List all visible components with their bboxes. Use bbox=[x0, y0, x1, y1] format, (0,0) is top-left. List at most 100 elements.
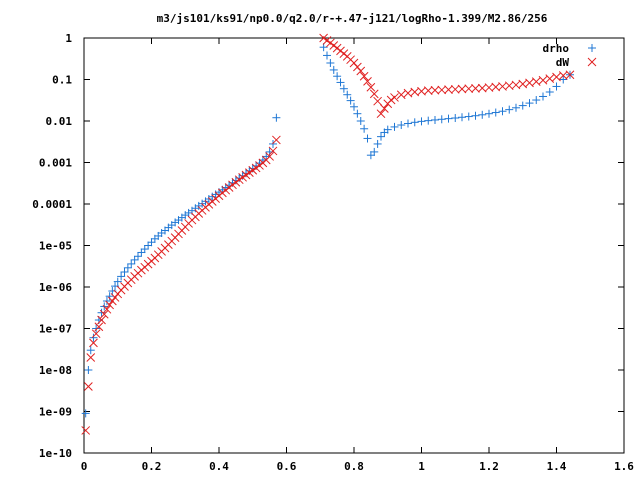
data-point bbox=[498, 107, 507, 116]
x-tick-label: 0.6 bbox=[277, 460, 297, 473]
data-point bbox=[123, 263, 132, 272]
data-point bbox=[110, 293, 120, 302]
data-point bbox=[431, 115, 439, 124]
data-point bbox=[525, 78, 534, 88]
series-dw bbox=[81, 33, 575, 435]
data-point bbox=[390, 122, 399, 131]
data-point bbox=[86, 346, 95, 355]
data-point bbox=[140, 245, 149, 254]
data-point bbox=[558, 71, 568, 80]
data-point bbox=[363, 134, 372, 143]
data-point bbox=[450, 84, 460, 94]
data-point bbox=[512, 103, 520, 112]
data-point bbox=[134, 252, 142, 261]
y-tick-label: 1e-10 bbox=[39, 447, 72, 460]
data-point bbox=[390, 93, 399, 102]
data-point bbox=[107, 296, 117, 306]
data-point bbox=[518, 101, 527, 110]
series-drho bbox=[81, 43, 574, 418]
data-point bbox=[105, 300, 115, 310]
y-tick-label: 1e-06 bbox=[39, 281, 72, 294]
legend-symbol bbox=[588, 44, 596, 52]
data-point bbox=[539, 92, 547, 101]
data-point bbox=[444, 114, 453, 123]
data-point bbox=[127, 259, 136, 268]
y-tick-label: 1e-08 bbox=[39, 364, 72, 377]
data-point bbox=[120, 267, 129, 276]
data-point bbox=[92, 324, 101, 333]
data-point bbox=[404, 119, 412, 128]
data-point bbox=[117, 272, 126, 281]
data-point bbox=[99, 309, 109, 319]
data-point bbox=[89, 338, 98, 348]
data-point bbox=[336, 78, 345, 87]
data-point bbox=[346, 96, 355, 105]
data-point bbox=[102, 296, 111, 305]
data-point bbox=[552, 72, 561, 82]
data-point bbox=[471, 84, 480, 93]
data-point bbox=[417, 117, 426, 126]
data-point bbox=[565, 70, 575, 80]
y-tick-label: 0.001 bbox=[39, 157, 72, 170]
data-point bbox=[430, 85, 440, 95]
data-point bbox=[491, 82, 501, 92]
legend: drho dW bbox=[543, 42, 597, 69]
data-point bbox=[86, 353, 96, 362]
y-tick-label: 1e-09 bbox=[39, 406, 72, 419]
legend-label-dw: dW bbox=[556, 56, 570, 69]
x-tick-label: 1.4 bbox=[547, 460, 567, 473]
data-point bbox=[478, 110, 487, 119]
data-point bbox=[326, 58, 335, 67]
data-point bbox=[366, 82, 376, 92]
data-point bbox=[144, 241, 153, 250]
data-point bbox=[339, 84, 348, 93]
data-point bbox=[353, 109, 362, 118]
y-tick-label: 1e-07 bbox=[39, 323, 72, 336]
data-point bbox=[484, 83, 494, 92]
data-point bbox=[505, 105, 514, 114]
chart-title: m3/js101/ks91/np0.0/q2.0/r-+.47-j121/log… bbox=[157, 12, 548, 25]
data-point bbox=[272, 113, 281, 122]
legend-marker-dw bbox=[587, 57, 597, 67]
data-point bbox=[373, 139, 382, 148]
data-point bbox=[545, 74, 555, 83]
data-point bbox=[525, 99, 534, 108]
x-tick-label: 1 bbox=[418, 460, 425, 473]
data-point bbox=[84, 382, 93, 391]
data-point bbox=[437, 85, 447, 95]
data-point bbox=[369, 89, 379, 99]
data-point bbox=[457, 84, 467, 94]
data-point bbox=[323, 51, 331, 60]
data-point bbox=[84, 366, 93, 374]
data-point bbox=[424, 116, 433, 125]
data-point bbox=[130, 255, 139, 264]
data-point bbox=[363, 77, 372, 86]
data-point bbox=[444, 85, 453, 94]
legend-marker-drho bbox=[588, 44, 596, 52]
data-point bbox=[471, 111, 480, 120]
y-tick-label: 1 bbox=[65, 32, 72, 45]
data-point bbox=[89, 333, 98, 342]
data-point bbox=[417, 86, 426, 96]
x-tick-label: 1.2 bbox=[479, 460, 499, 473]
data-point bbox=[552, 82, 561, 91]
data-point bbox=[485, 109, 493, 118]
data-point bbox=[464, 84, 474, 94]
y-tick-label: 1e-05 bbox=[39, 240, 72, 253]
x-tick-label: 1.6 bbox=[614, 460, 634, 473]
data-point bbox=[396, 90, 406, 100]
data-point bbox=[559, 75, 568, 84]
data-point bbox=[532, 96, 541, 105]
data-point bbox=[545, 87, 554, 96]
data-point bbox=[147, 238, 156, 247]
data-point bbox=[477, 83, 487, 93]
x-axis: 0 0.2 0.4 0.6 0.8 1 1.2 1.4 1.6 bbox=[81, 38, 634, 473]
data-point bbox=[373, 96, 382, 106]
data-point bbox=[137, 248, 146, 257]
x-tick-label: 0.4 bbox=[209, 460, 229, 473]
data-point bbox=[350, 102, 358, 111]
y-tick-label: 0.1 bbox=[52, 74, 72, 87]
y-axis: 1e-10 1e-09 1e-08 1e-07 1e-06 1e-05 0.0001 0.00… bbox=[32, 32, 624, 460]
